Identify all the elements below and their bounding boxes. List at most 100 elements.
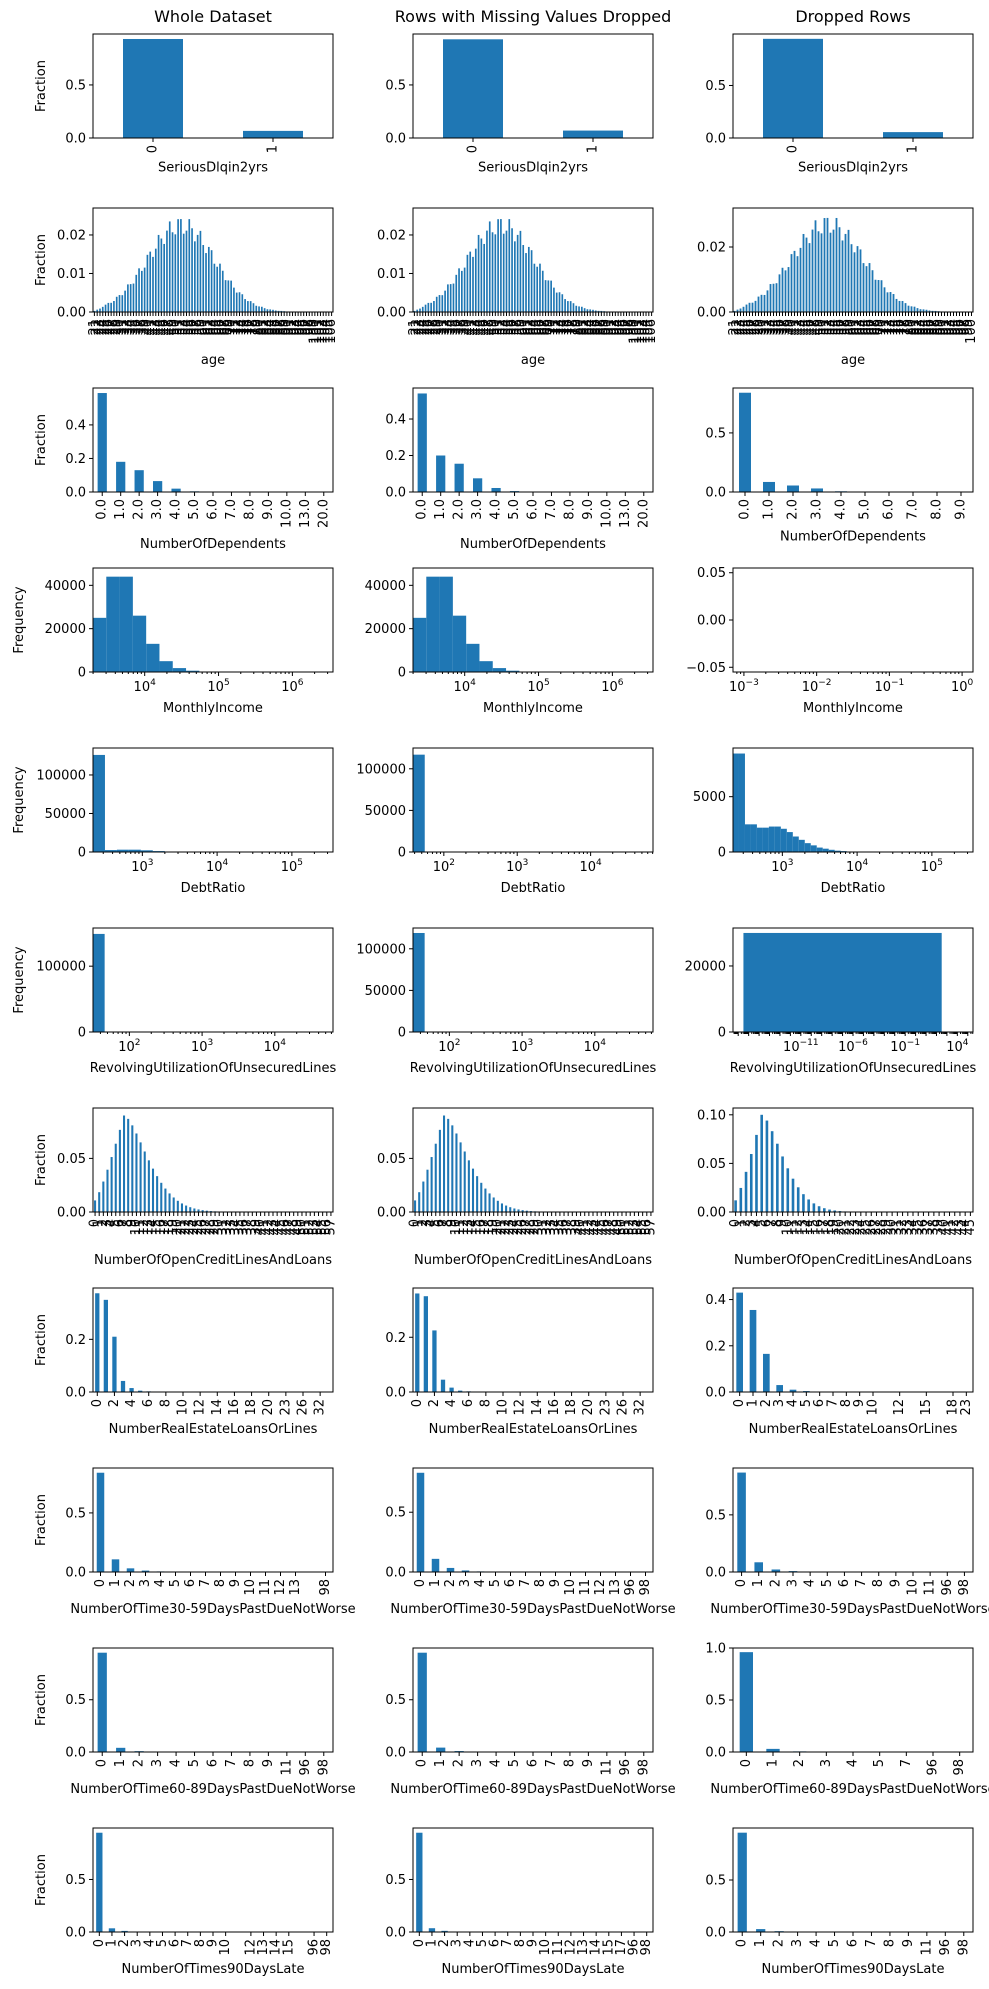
x-tick-label: 104 bbox=[134, 678, 157, 695]
bar bbox=[514, 241, 516, 312]
x-tick-label: 1 bbox=[108, 1579, 123, 1587]
plot-frame bbox=[92, 207, 334, 313]
x-tick-label: 26 bbox=[296, 1399, 311, 1416]
bar bbox=[430, 302, 432, 312]
x-tick-label: 101 bbox=[310, 319, 325, 344]
y-tick-label: 0 bbox=[718, 1026, 726, 1041]
x-axis-label: NumberOfDependents bbox=[460, 537, 606, 552]
bar bbox=[928, 310, 931, 312]
bar bbox=[934, 310, 937, 312]
bar bbox=[247, 301, 249, 312]
bar bbox=[197, 1209, 200, 1212]
x-tick-label: 98 bbox=[639, 1939, 654, 1956]
bar bbox=[180, 1203, 183, 1212]
x-tick-label: 36 bbox=[557, 1219, 572, 1236]
x-tick-label: 4 bbox=[489, 1759, 504, 1767]
x-tick-label: 18 bbox=[244, 1399, 259, 1416]
bar bbox=[413, 310, 416, 312]
x-tick-label: 2 bbox=[792, 1759, 807, 1767]
column-title-missing-dropped: Rows with Missing Values Dropped bbox=[395, 7, 671, 26]
bar bbox=[544, 280, 547, 312]
bar bbox=[736, 1292, 743, 1392]
x-tick-label: 104 bbox=[264, 1038, 287, 1055]
hist-bar bbox=[798, 839, 805, 852]
hist-bar bbox=[128, 849, 141, 852]
bar bbox=[426, 1169, 429, 1212]
x-tick-label: 5 bbox=[799, 1399, 814, 1407]
bar bbox=[188, 219, 191, 312]
bar bbox=[185, 1205, 188, 1212]
bar bbox=[763, 1353, 770, 1392]
bar bbox=[820, 233, 823, 312]
x-tick-label: 83 bbox=[260, 319, 275, 336]
panel-2-1: 0.0 1.0 2.0 3.0 4.0 5.0 6.0 7.0 8.0 9.0 10.0 13.0 20… bbox=[385, 387, 654, 552]
y-tick-label: 0 bbox=[78, 1026, 86, 1041]
bar bbox=[811, 229, 814, 312]
plot-frame bbox=[732, 567, 974, 673]
x-tick-label: 78 bbox=[898, 319, 913, 336]
y-tick-label: 0.5 bbox=[705, 1874, 726, 1889]
y-tick-label: 0 bbox=[398, 666, 406, 681]
y-tick-label: 0.0 bbox=[705, 132, 726, 147]
x-tick-label: 26 bbox=[101, 319, 116, 336]
y-axis-label: Fraction bbox=[34, 1134, 49, 1186]
x-tick-label: 29 bbox=[109, 319, 124, 336]
x-tick-label: 30 bbox=[112, 319, 127, 336]
plot-frame bbox=[92, 1827, 334, 1933]
x-tick-label: 2 bbox=[117, 1939, 132, 1947]
bar bbox=[733, 310, 736, 312]
x-tick-label: 10 bbox=[218, 1939, 233, 1956]
x-tick-label: 42 bbox=[261, 1219, 276, 1236]
x-tick-label: 3 bbox=[790, 1939, 805, 1947]
x-tick-label: 36 bbox=[916, 1219, 931, 1236]
bar bbox=[443, 1115, 446, 1212]
x-tick-label: 44 bbox=[590, 1219, 605, 1236]
x-tick-label: 4 bbox=[142, 1939, 157, 1947]
bar bbox=[904, 303, 907, 312]
x-tick-label: 76 bbox=[560, 319, 575, 336]
x-tick-label: 44 bbox=[471, 319, 486, 336]
y-tick-label: 0.0 bbox=[705, 1746, 726, 1761]
x-tick-label: 72 bbox=[229, 319, 244, 336]
x-tick-label: 8 bbox=[478, 1399, 493, 1407]
bar bbox=[418, 1192, 421, 1212]
x-tick-label: 50 bbox=[294, 1219, 309, 1236]
x-tick-label: 106 bbox=[601, 678, 624, 695]
x-tick-label: 47 bbox=[159, 319, 174, 336]
panel-9-1: 0 1 2 3 4 5 6 7 8 9 11 96 98 0.0 0.5 NumberOfTime60-89D… bbox=[385, 1647, 676, 1797]
bar bbox=[488, 221, 491, 312]
panel-2-0: 0.0 1.0 2.0 3.0 4.0 5.0 6.0 7.0 8.0 9.0 10.0 13.0 20… bbox=[34, 387, 334, 552]
x-axis-label: NumberOfDependents bbox=[140, 537, 286, 552]
x-tick-label: 7 bbox=[544, 1759, 559, 1767]
x-tick-label: 28 bbox=[203, 1219, 218, 1236]
y-tick-label: 0.01 bbox=[57, 267, 86, 282]
x-tick-label: 1 bbox=[753, 1939, 768, 1947]
x-tick-label: 13 bbox=[288, 1579, 303, 1596]
bar bbox=[99, 308, 101, 312]
y-tick-label: 0.0 bbox=[385, 486, 406, 501]
x-tick-label: 62 bbox=[521, 319, 536, 336]
x-tick-label: 61 bbox=[519, 319, 534, 336]
y-tick-label: 0.0 bbox=[65, 1386, 86, 1401]
y-axis-label: Fraction bbox=[34, 414, 49, 466]
x-tick-label: 39 bbox=[781, 319, 796, 336]
x-tick-label: 87 bbox=[271, 319, 286, 336]
x-tick-label: 101 bbox=[630, 319, 645, 344]
x-tick-label: 23 bbox=[733, 319, 748, 336]
x-tick-label: 31 bbox=[115, 319, 130, 336]
x-tick-label: 54 bbox=[311, 1219, 326, 1236]
hist-bar bbox=[828, 849, 835, 852]
x-tick-label: 6 bbox=[846, 1939, 861, 1947]
bar bbox=[913, 306, 916, 312]
y-tick-label: 0.4 bbox=[705, 1293, 726, 1308]
hist-bar bbox=[733, 753, 739, 852]
bar bbox=[143, 1151, 146, 1212]
x-tick-label: 13 bbox=[256, 1939, 271, 1956]
bar bbox=[853, 252, 856, 312]
y-tick-label: 0.0 bbox=[385, 1566, 406, 1581]
x-tick-label: 12 bbox=[593, 1579, 608, 1596]
bar bbox=[789, 1389, 797, 1392]
x-tick-label: 44 bbox=[796, 319, 811, 336]
x-tick-label: 52 bbox=[820, 319, 835, 336]
bar bbox=[597, 310, 600, 312]
